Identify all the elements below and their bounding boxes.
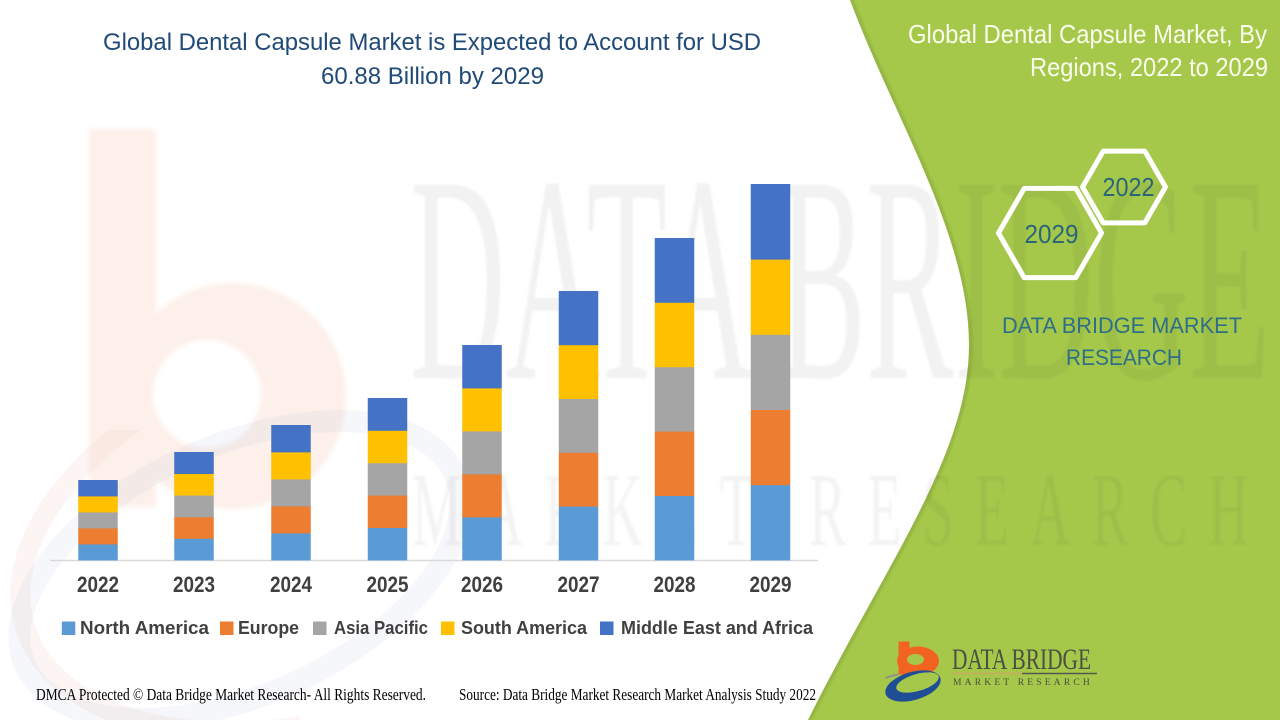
svg-text:2025: 2025 xyxy=(367,572,409,597)
svg-text:Europe: Europe xyxy=(238,618,299,638)
svg-text:Source: Data Bridge Market Res: Source: Data Bridge Market Research Mark… xyxy=(459,685,816,704)
svg-text:MARKET RESEARCH: MARKET RESEARCH xyxy=(412,451,1270,568)
svg-text:South America: South America xyxy=(461,618,588,638)
svg-text:DMCA Protected © Data Bridge M: DMCA Protected © Data Bridge Market Rese… xyxy=(36,685,426,704)
svg-text:Middle East and Africa: Middle East and Africa xyxy=(621,618,814,638)
svg-text:North America: North America xyxy=(80,618,210,638)
svg-text:2029: 2029 xyxy=(750,572,792,597)
svg-text:DATA BRIDGE: DATA BRIDGE xyxy=(410,115,1270,442)
svg-text:60.88 Billion by 2029: 60.88 Billion by 2029 xyxy=(321,63,544,90)
svg-text:Global Dental Capsule Market i: Global Dental Capsule Market is Expected… xyxy=(103,29,761,56)
svg-text:RESEARCH: RESEARCH xyxy=(1066,345,1182,370)
svg-text:2022: 2022 xyxy=(1103,172,1155,202)
svg-text:2026: 2026 xyxy=(461,572,503,597)
svg-text:2022: 2022 xyxy=(77,572,119,597)
svg-text:Global Dental Capsule Market,: Global Dental Capsule Market, By xyxy=(908,19,1267,49)
svg-text:2023: 2023 xyxy=(173,572,215,597)
svg-text:MARKET RESEARCH: MARKET RESEARCH xyxy=(953,677,1093,687)
svg-text:2024: 2024 xyxy=(270,572,313,597)
svg-text:2029: 2029 xyxy=(1025,219,1079,249)
svg-text:2028: 2028 xyxy=(654,572,696,597)
svg-text:Regions, 2022 to 2029: Regions, 2022 to 2029 xyxy=(1030,52,1268,82)
svg-text:DATA BRIDGE: DATA BRIDGE xyxy=(952,643,1091,676)
svg-text:DATA BRIDGE MARKET: DATA BRIDGE MARKET xyxy=(1002,313,1242,338)
svg-text:2027: 2027 xyxy=(558,572,600,597)
svg-text:Asia Pacific: Asia Pacific xyxy=(334,618,428,638)
